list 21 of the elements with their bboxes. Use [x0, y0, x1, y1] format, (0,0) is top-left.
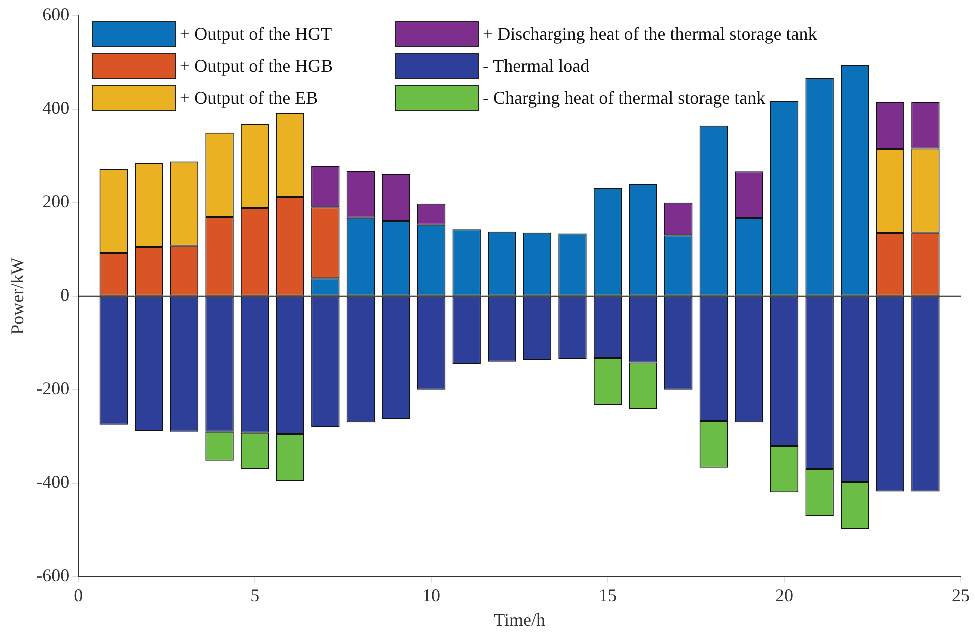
legend-label: + Output of the EB	[180, 88, 318, 108]
x-tick-label: 20	[776, 585, 794, 606]
x-axis-title: Time/h	[494, 610, 546, 630]
x-tick-label: 15	[599, 585, 618, 606]
y-tick-label: 200	[42, 192, 70, 212]
legend-label: + Output of the HGT	[180, 24, 332, 44]
y-tick-label: -200	[36, 378, 70, 399]
y-tick-label: 600	[42, 4, 70, 25]
legend-label: + Output of the HGB	[180, 56, 334, 76]
y-tick-label: -600	[36, 566, 70, 586]
legend-label: + Discharging heat of the thermal storage tank	[483, 24, 818, 44]
y-axis-title: Power/kW	[8, 258, 28, 335]
y-tick-label: 400	[42, 98, 70, 118]
legend-label: - Charging heat of thermal storage tank	[483, 88, 766, 108]
x-tick-label: 10	[422, 585, 441, 606]
y-tick-label: -400	[36, 472, 70, 492]
legend-label: - Thermal load	[483, 56, 590, 76]
x-tick-label: 5	[250, 585, 260, 606]
y-tick-label: 0	[60, 285, 70, 306]
x-tick-label: 25	[952, 585, 970, 606]
x-tick-label: 0	[74, 585, 84, 606]
